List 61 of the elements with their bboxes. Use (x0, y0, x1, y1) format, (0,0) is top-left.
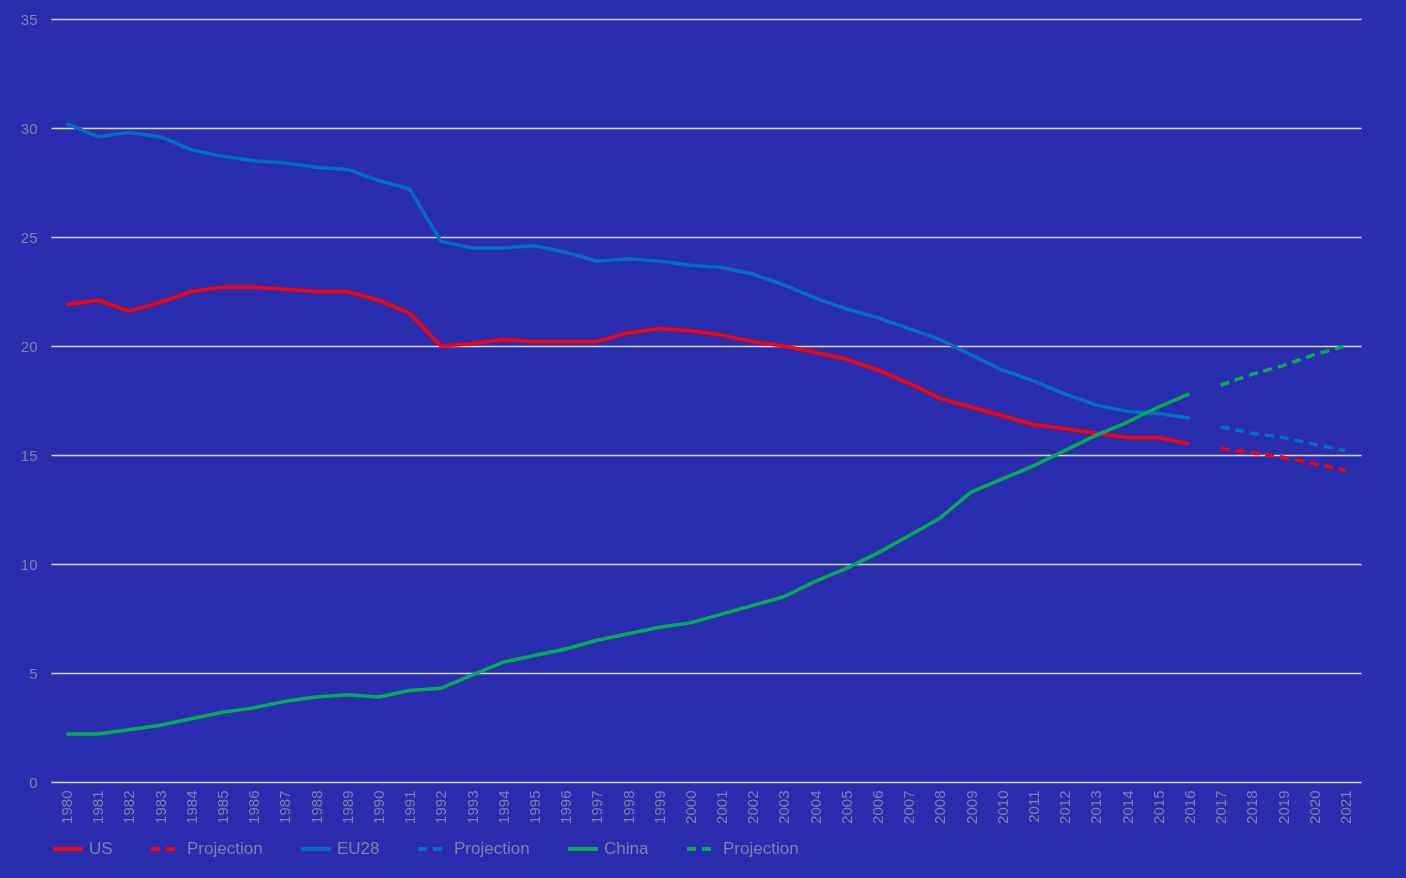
x-tick-label: 2013 (1087, 790, 1105, 824)
x-tick-label: 2018 (1243, 790, 1261, 824)
x-tick-label: 2021 (1336, 790, 1354, 824)
line-series (64, 392, 1192, 736)
x-tick-label: 2001 (713, 790, 731, 824)
x-tick-label: 2014 (1118, 790, 1136, 824)
x-tick-label: 2007 (900, 790, 918, 824)
x-tick-label: 2015 (1149, 790, 1167, 824)
x-tick-label: 1995 (525, 790, 543, 824)
x-tick-label: 1980 (58, 790, 76, 824)
x-tick-label: 1984 (182, 790, 200, 824)
x-tick-label: 2017 (1212, 790, 1230, 824)
x-tick-label: 1982 (120, 790, 138, 824)
x-tick-label: 2006 (869, 790, 887, 824)
x-tick-label: 1998 (619, 790, 637, 824)
x-tick-label: 2009 (962, 790, 980, 824)
y-tick-label: 25 (20, 228, 38, 246)
x-tick-label: 1994 (494, 790, 512, 824)
x-tick-label: 2004 (806, 790, 824, 824)
line-series (64, 285, 1192, 446)
line-series (64, 121, 1192, 420)
x-tick-label: 1999 (650, 790, 668, 824)
x-tick-label: 1991 (401, 790, 419, 824)
x-tick-label: 2002 (744, 790, 762, 824)
x-tick-label: 1996 (557, 790, 575, 824)
x-tick-label: 1997 (588, 790, 606, 824)
x-tick-label: 2019 (1274, 790, 1292, 824)
legend-label: EU28 (337, 839, 380, 858)
line-series (1218, 424, 1348, 453)
x-tick-label: 2000 (681, 790, 699, 824)
x-tick-label: 1992 (432, 790, 450, 824)
y-tick-label: 10 (20, 555, 38, 573)
y-tick-label: 35 (20, 10, 38, 28)
x-tick-label: 1981 (89, 790, 107, 824)
x-tick-label: 1989 (338, 790, 356, 824)
y-tick-label: 20 (20, 337, 38, 355)
x-tick-label: 2005 (837, 790, 855, 824)
x-tick-label: 1986 (245, 790, 263, 824)
legend-label: US (89, 839, 113, 858)
line-series (1218, 446, 1348, 473)
x-tick-label: 2010 (993, 790, 1011, 824)
x-tick-label: 1983 (151, 790, 169, 824)
legend-label: China (604, 839, 649, 858)
x-tick-label: 2012 (1056, 790, 1074, 824)
legend-label: Projection (187, 839, 263, 858)
legend-label: Projection (723, 839, 799, 858)
x-tick-label: 2016 (1180, 790, 1198, 824)
x-tick-label: 1987 (276, 790, 294, 824)
x-tick-label: 2011 (1025, 790, 1042, 823)
y-tick-label: 0 (29, 773, 38, 791)
legend-label: Projection (454, 839, 530, 858)
x-tick-label: 2003 (775, 790, 793, 824)
x-tick-label: 1988 (307, 790, 325, 824)
y-tick-label: 5 (29, 664, 38, 682)
x-tick-label: 2008 (931, 790, 949, 824)
y-tick-label: 15 (20, 446, 38, 464)
x-tick-label: 1990 (370, 790, 387, 824)
x-tick-label: 1993 (463, 790, 481, 824)
x-tick-label: 1985 (214, 790, 232, 824)
y-tick-label: 30 (20, 119, 38, 137)
x-tick-label: 2020 (1305, 790, 1323, 824)
